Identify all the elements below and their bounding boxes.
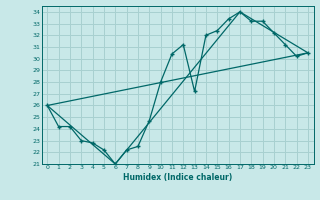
- X-axis label: Humidex (Indice chaleur): Humidex (Indice chaleur): [123, 173, 232, 182]
